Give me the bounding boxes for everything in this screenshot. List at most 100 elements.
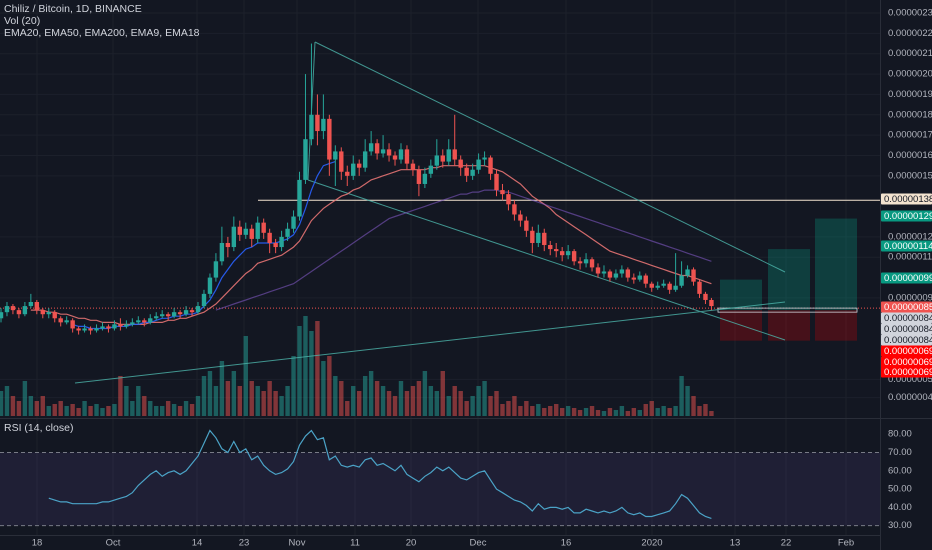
volume-bar — [542, 408, 547, 416]
volume-title: Vol (20) — [4, 15, 40, 27]
volume-bar — [583, 408, 589, 416]
x-tick-label: 14 — [192, 538, 203, 549]
rsi-tick-label: 50.00 — [888, 484, 912, 495]
volume-bar — [40, 396, 45, 416]
volume-bar — [530, 406, 535, 416]
x-tick-label: 18 — [32, 538, 43, 549]
volume-bar — [524, 401, 529, 416]
rsi-tick-label: 80.00 — [888, 429, 912, 440]
candle-body — [494, 173, 499, 191]
candle-body — [58, 318, 63, 323]
volume-bar — [249, 381, 254, 416]
volume-bar — [685, 386, 690, 416]
candle-body — [643, 275, 648, 284]
candle-body — [297, 179, 302, 217]
candle-body — [106, 326, 111, 329]
candle-body — [213, 261, 219, 278]
candle-body — [219, 242, 225, 262]
candle-body — [392, 155, 398, 160]
rsi-tick-label: 40.00 — [888, 502, 912, 513]
candle-body — [416, 169, 422, 184]
candle-body — [154, 316, 159, 319]
candle-body — [589, 259, 595, 268]
x-tick-label: 23 — [239, 538, 250, 549]
volume-bar — [333, 376, 338, 416]
volume-bar — [279, 396, 284, 416]
candle-body — [398, 149, 404, 160]
candle-layer — [0, 43, 714, 335]
rsi-tick-label: 70.00 — [888, 447, 912, 458]
volume-bar — [512, 396, 517, 416]
candle-body — [631, 277, 637, 280]
volume-bar — [327, 356, 332, 416]
candle-body — [548, 245, 553, 250]
volume-bar — [321, 361, 326, 416]
x-tick-label: 20 — [406, 538, 417, 549]
candle-body — [410, 163, 416, 170]
volume-bar — [118, 376, 123, 416]
price-badge — [881, 323, 932, 335]
candle-body — [207, 277, 213, 294]
volume-bar — [518, 406, 523, 416]
candle-body — [542, 232, 547, 246]
volume-bar — [536, 404, 541, 416]
candle-body — [524, 220, 529, 231]
candle-body — [315, 114, 320, 132]
candle-body — [231, 226, 237, 248]
volume-bar — [601, 411, 607, 416]
volume-bar — [148, 401, 153, 416]
volume-bar — [261, 391, 266, 416]
rsi-line — [48, 429, 712, 519]
volume-bar — [58, 401, 63, 416]
candle-body — [70, 320, 75, 329]
volume-bar — [22, 381, 28, 416]
trendline — [314, 41, 786, 273]
stop-box — [768, 310, 810, 341]
volume-bar — [10, 396, 16, 416]
candle-body — [4, 306, 10, 313]
volume-bar — [136, 386, 141, 416]
candle-body — [583, 259, 589, 264]
candle-body — [285, 228, 290, 237]
price-badge — [881, 345, 932, 357]
volume-bar — [94, 404, 99, 416]
volume-bar — [554, 404, 559, 416]
rsi-title: RSI (14, close) — [4, 422, 73, 434]
candle-body — [261, 222, 266, 233]
candle-body — [452, 149, 457, 160]
volume-bar — [482, 381, 487, 416]
price-badge-label: 0.00000084 — [884, 313, 932, 324]
candle-body — [309, 114, 314, 140]
volume-bar — [470, 396, 475, 416]
chart-title: Chiliz / Bitcoin, 1D, BINANCE — [4, 3, 142, 15]
volume-bar — [697, 406, 702, 416]
candle-body — [237, 226, 242, 235]
volume-bar — [154, 406, 159, 416]
price-badge — [881, 356, 932, 368]
candle-body — [142, 320, 147, 323]
x-tick-label: Oct — [106, 538, 121, 549]
candle-body — [159, 314, 165, 317]
volume-bar — [183, 401, 189, 416]
candle-body — [661, 283, 666, 286]
candle-body — [249, 228, 254, 239]
candle-body — [136, 320, 141, 323]
volume-bar — [559, 408, 565, 416]
candle-body — [339, 151, 344, 172]
price-badge-label: 0.00000084 — [884, 335, 932, 346]
price-badge — [881, 193, 932, 205]
candle-body — [303, 139, 308, 180]
x-tick-label: 22 — [781, 538, 792, 549]
volume-bar — [124, 386, 129, 416]
candle-body — [368, 143, 374, 152]
volume-bar — [177, 406, 183, 416]
price-badge-label: 0.00000069 — [884, 367, 932, 378]
candle-body — [649, 283, 654, 288]
volume-bar — [130, 401, 135, 416]
volume-bar — [595, 410, 601, 416]
candle-body — [118, 324, 123, 327]
